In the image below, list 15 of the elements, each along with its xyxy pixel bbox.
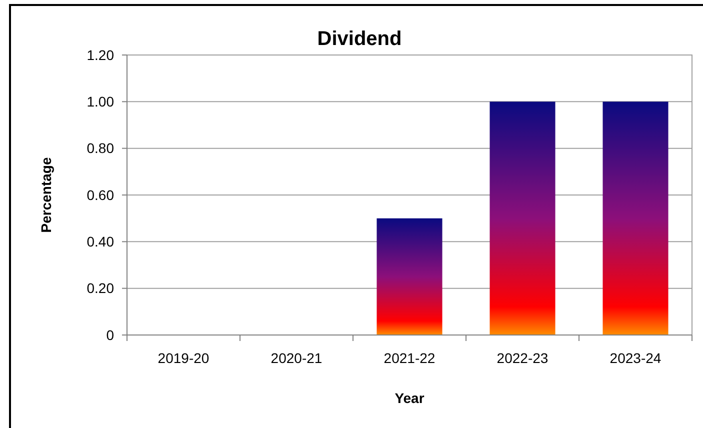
y-tick-label: 1.00 bbox=[86, 94, 114, 110]
y-tick-label: 0.60 bbox=[86, 186, 114, 203]
y-tick-label: 0.40 bbox=[86, 234, 114, 250]
x-tick-label: 2021-22 bbox=[384, 350, 436, 366]
y-tick-label: 0.20 bbox=[86, 280, 114, 296]
y-tick-label: 0 bbox=[106, 326, 114, 343]
x-tick-label: 2022-23 bbox=[496, 350, 548, 366]
x-tick-label: 2019-20 bbox=[158, 350, 210, 366]
chart-title: Dividend bbox=[317, 28, 402, 50]
x-axis-title: Year bbox=[394, 390, 425, 406]
y-tick-label: 0.80 bbox=[86, 140, 114, 156]
x-tick-label: 2020-21 bbox=[270, 350, 322, 366]
y-tick-label: 1.20 bbox=[86, 46, 114, 63]
x-tick-label: 2023-24 bbox=[610, 350, 662, 366]
y-axis-title: Percentage bbox=[38, 157, 54, 233]
